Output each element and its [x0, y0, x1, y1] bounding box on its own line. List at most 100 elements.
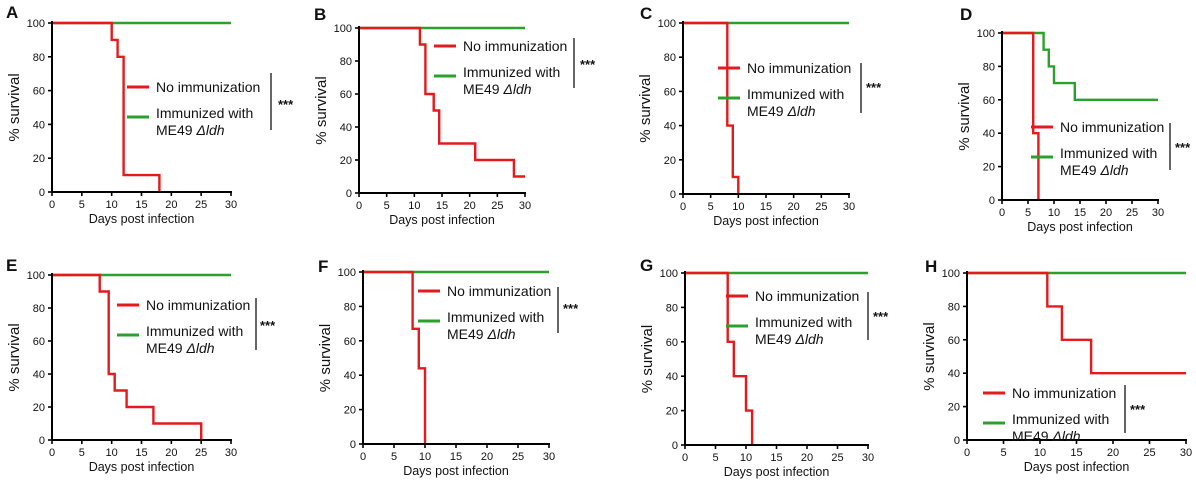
- y-tick-label: 60: [983, 95, 995, 107]
- legend-label-no-immunization: No immunization: [463, 38, 567, 54]
- y-tick-label: 0: [954, 435, 960, 447]
- x-tick-label: 20: [464, 200, 476, 212]
- y-tick-label: 100: [660, 268, 678, 280]
- legend-label-immunized: Immunized with: [755, 314, 852, 330]
- legend-label-immunized: Immunized with: [156, 105, 253, 121]
- x-tick-label: 20: [788, 201, 800, 213]
- y-tick-label: 80: [983, 61, 995, 73]
- x-tick-label: 30: [862, 452, 874, 464]
- panel-letter: F: [318, 257, 328, 276]
- panel-letter: C: [640, 4, 652, 23]
- significance-label: ***: [260, 318, 276, 333]
- x-tick-label: 30: [843, 201, 855, 213]
- legend-label-no-immunization: No immunization: [1012, 385, 1116, 401]
- x-tick-label: 15: [135, 199, 147, 211]
- y-tick-label: 40: [340, 122, 352, 134]
- x-tick-label: 10: [732, 201, 744, 213]
- series-line-no-immunization: [52, 21, 161, 192]
- y-tick-label: 60: [33, 336, 45, 348]
- panel-g: G 0 20 40 60 80 100 0 5 10 15 20 25 30 Days post infec…: [639, 256, 889, 479]
- x-tick-label: 0: [682, 452, 688, 464]
- y-tick-label: 80: [948, 301, 960, 313]
- legend-label-strain: ME49 Δldh: [747, 103, 816, 119]
- x-tick-label: 10: [1034, 447, 1046, 459]
- x-tick-label: 10: [1048, 207, 1060, 219]
- y-tick-label: 20: [33, 402, 45, 414]
- panel-letter: B: [314, 5, 326, 24]
- y-tick-label: 100: [27, 270, 45, 282]
- x-tick-label: 20: [801, 452, 813, 464]
- x-tick-label: 5: [712, 452, 718, 464]
- x-tick-label: 0: [49, 447, 55, 459]
- x-tick-label: 20: [1100, 207, 1112, 219]
- y-tick-label: 20: [666, 406, 678, 418]
- panel-d: D 0 20 40 60 80 100 0 5 10 15 20 25 30 Days post infec…: [956, 5, 1191, 234]
- legend-label-no-immunization: No immunization: [156, 79, 260, 95]
- significance-label: ***: [1175, 140, 1191, 155]
- x-axis-label: Days post infection: [724, 465, 830, 479]
- significance-label: ***: [563, 301, 579, 316]
- x-tick-label: 15: [1074, 207, 1086, 219]
- y-tick-label: 60: [948, 335, 960, 347]
- legend-label-no-immunization: No immunization: [747, 60, 851, 76]
- x-tick-label: 0: [999, 207, 1005, 219]
- x-tick-label: 5: [1000, 447, 1006, 459]
- legend-label-immunized: Immunized with: [747, 86, 844, 102]
- y-tick-label: 40: [983, 128, 995, 140]
- series-line-no-immunization: [1002, 31, 1040, 200]
- x-tick-label: 25: [815, 201, 827, 213]
- y-axis-label: % survival: [637, 74, 654, 142]
- panel-b: B 0 20 40 60 80 100 0 5 10 15 20 25 30 Days post infec…: [313, 5, 596, 227]
- y-tick-label: 80: [33, 303, 45, 315]
- x-tick-label: 5: [384, 200, 390, 212]
- series-line-no-immunization: [967, 271, 1186, 375]
- x-tick-label: 0: [49, 199, 55, 211]
- x-tick-label: 25: [1126, 207, 1138, 219]
- x-axis-label: Days post infection: [713, 214, 819, 228]
- x-tick-label: 25: [195, 447, 207, 459]
- y-tick-label: 60: [666, 337, 678, 349]
- series-line-immunized: [1002, 31, 1158, 102]
- y-axis-label: % survival: [6, 73, 23, 141]
- y-tick-label: 0: [989, 195, 995, 207]
- x-axis-label: Days post infection: [1027, 220, 1133, 234]
- y-tick-label: 0: [670, 189, 676, 201]
- legend-label-immunized: Immunized with: [146, 323, 243, 339]
- significance-label: ***: [866, 80, 882, 95]
- x-tick-label: 15: [1070, 447, 1082, 459]
- series-line-no-immunization: [685, 271, 754, 445]
- legend-label-strain: ME49 Δldh: [1060, 162, 1129, 178]
- x-tick-label: 0: [360, 451, 366, 463]
- x-tick-label: 15: [770, 452, 782, 464]
- x-tick-label: 30: [1180, 447, 1192, 459]
- y-tick-label: 80: [344, 301, 356, 313]
- x-tick-label: 20: [165, 447, 177, 459]
- x-tick-label: 30: [519, 200, 531, 212]
- y-tick-label: 0: [346, 188, 352, 200]
- y-tick-label: 100: [977, 28, 995, 40]
- x-tick-label: 30: [1152, 207, 1164, 219]
- x-tick-label: 25: [512, 451, 524, 463]
- x-tick-label: 5: [708, 201, 714, 213]
- x-tick-label: 5: [1025, 207, 1031, 219]
- y-tick-label: 0: [39, 187, 45, 199]
- y-tick-label: 80: [666, 302, 678, 314]
- y-axis-label: % survival: [956, 82, 973, 150]
- y-tick-label: 60: [664, 86, 676, 98]
- x-tick-label: 15: [760, 201, 772, 213]
- legend-label-strain: ME49 Δldh: [755, 331, 824, 347]
- x-tick-label: 25: [831, 452, 843, 464]
- panel-e: E 0 20 40 60 80 100 0 5 10 15 20 25 30 Days post infec…: [6, 256, 276, 474]
- legend-label-strain: ME49 Δldh: [156, 122, 225, 138]
- x-tick-label: 30: [543, 451, 555, 463]
- y-tick-label: 100: [658, 18, 676, 30]
- x-tick-label: 10: [740, 452, 752, 464]
- x-tick-label: 30: [225, 199, 237, 211]
- y-tick-label: 100: [338, 267, 356, 279]
- legend-label-immunized: Immunized with: [1060, 145, 1157, 161]
- y-tick-label: 60: [344, 336, 356, 348]
- y-tick-label: 100: [942, 268, 960, 280]
- x-tick-label: 25: [195, 199, 207, 211]
- y-tick-label: 100: [27, 18, 45, 30]
